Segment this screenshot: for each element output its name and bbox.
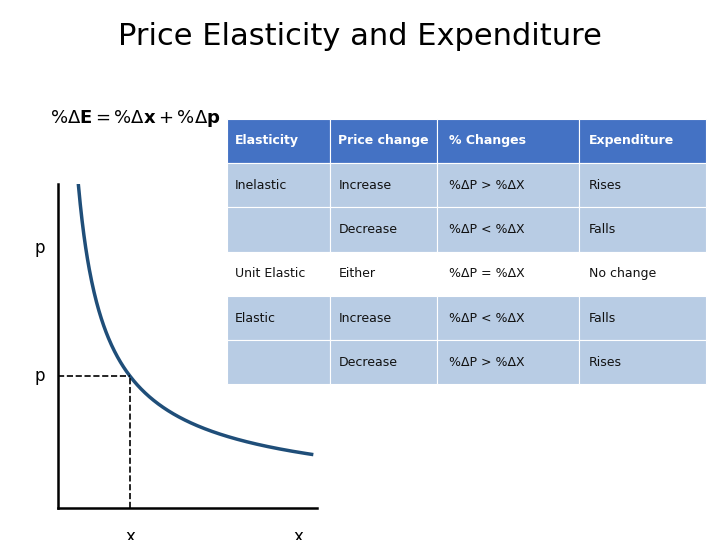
Text: Falls: Falls (589, 312, 616, 325)
Text: p: p (35, 239, 45, 258)
Text: x: x (125, 528, 135, 540)
Text: Falls: Falls (589, 223, 616, 236)
Text: Decrease: Decrease (338, 223, 397, 236)
Text: %ΔP > %ΔX: %ΔP > %ΔX (449, 179, 524, 192)
Text: Either: Either (338, 267, 375, 280)
Text: Price Elasticity and Expenditure: Price Elasticity and Expenditure (118, 22, 602, 51)
Text: $\%\Delta\mathbf{E} = \%\Delta\mathbf{x} + \%\Delta\mathbf{p}$: $\%\Delta\mathbf{E} = \%\Delta\mathbf{x}… (50, 108, 221, 129)
Text: Elasticity: Elasticity (235, 134, 299, 147)
Text: Expenditure: Expenditure (589, 134, 674, 147)
Text: p: p (35, 367, 45, 386)
Text: %ΔP < %ΔX: %ΔP < %ΔX (449, 312, 524, 325)
Text: Increase: Increase (338, 312, 392, 325)
Text: Inelastic: Inelastic (235, 179, 287, 192)
Text: Rises: Rises (589, 356, 622, 369)
Text: Rises: Rises (589, 179, 622, 192)
Text: No change: No change (589, 267, 656, 280)
Text: Increase: Increase (338, 179, 392, 192)
Text: Price change: Price change (338, 134, 429, 147)
Text: % Changes: % Changes (449, 134, 526, 147)
Text: %ΔP = %ΔX: %ΔP = %ΔX (449, 267, 525, 280)
Text: %ΔP < %ΔX: %ΔP < %ΔX (449, 223, 524, 236)
Text: Decrease: Decrease (338, 356, 397, 369)
Text: Elastic: Elastic (235, 312, 276, 325)
Text: x: x (294, 528, 304, 540)
Text: Unit Elastic: Unit Elastic (235, 267, 305, 280)
Text: %ΔP > %ΔX: %ΔP > %ΔX (449, 356, 524, 369)
